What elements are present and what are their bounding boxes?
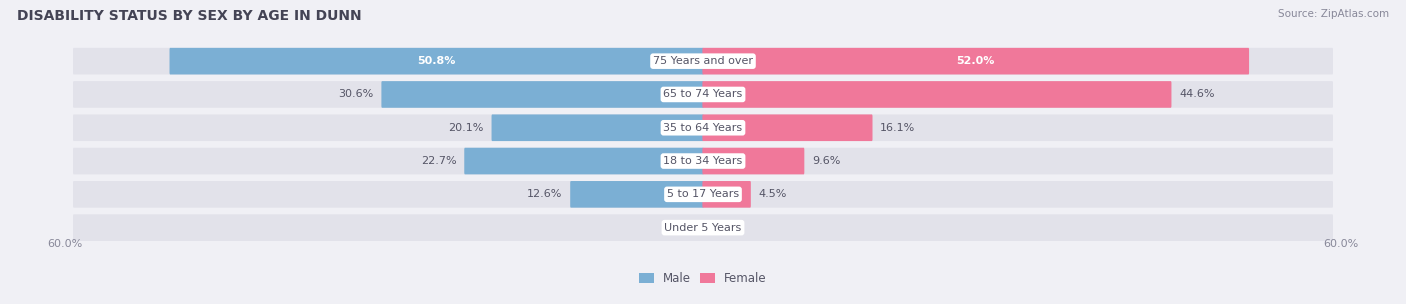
Text: Under 5 Years: Under 5 Years: [665, 223, 741, 233]
Text: 65 to 74 Years: 65 to 74 Years: [664, 89, 742, 99]
FancyBboxPatch shape: [73, 81, 1333, 108]
Text: Source: ZipAtlas.com: Source: ZipAtlas.com: [1278, 9, 1389, 19]
FancyBboxPatch shape: [73, 148, 1333, 174]
Text: 52.0%: 52.0%: [956, 56, 995, 66]
Text: 22.7%: 22.7%: [420, 156, 457, 166]
Text: 12.6%: 12.6%: [527, 189, 562, 199]
FancyBboxPatch shape: [170, 48, 703, 74]
FancyBboxPatch shape: [492, 114, 703, 141]
Text: 30.6%: 30.6%: [339, 89, 374, 99]
FancyBboxPatch shape: [571, 181, 703, 208]
FancyBboxPatch shape: [703, 148, 804, 174]
Text: 4.5%: 4.5%: [759, 189, 787, 199]
FancyBboxPatch shape: [73, 214, 1333, 241]
Text: DISABILITY STATUS BY SEX BY AGE IN DUNN: DISABILITY STATUS BY SEX BY AGE IN DUNN: [17, 9, 361, 23]
Text: 60.0%: 60.0%: [1323, 239, 1358, 249]
Text: 5 to 17 Years: 5 to 17 Years: [666, 189, 740, 199]
Text: 35 to 64 Years: 35 to 64 Years: [664, 123, 742, 133]
Text: 0.0%: 0.0%: [664, 223, 693, 233]
Text: 0.0%: 0.0%: [713, 223, 742, 233]
Text: 75 Years and over: 75 Years and over: [652, 56, 754, 66]
FancyBboxPatch shape: [464, 148, 703, 174]
FancyBboxPatch shape: [73, 181, 1333, 208]
FancyBboxPatch shape: [703, 81, 1171, 108]
Text: 20.1%: 20.1%: [449, 123, 484, 133]
FancyBboxPatch shape: [73, 48, 1333, 74]
Text: 9.6%: 9.6%: [813, 156, 841, 166]
FancyBboxPatch shape: [703, 181, 751, 208]
Text: 18 to 34 Years: 18 to 34 Years: [664, 156, 742, 166]
Text: 60.0%: 60.0%: [48, 239, 83, 249]
FancyBboxPatch shape: [703, 114, 873, 141]
Text: 50.8%: 50.8%: [418, 56, 456, 66]
Text: 44.6%: 44.6%: [1180, 89, 1215, 99]
FancyBboxPatch shape: [73, 114, 1333, 141]
Text: 16.1%: 16.1%: [880, 123, 915, 133]
FancyBboxPatch shape: [703, 48, 1249, 74]
FancyBboxPatch shape: [381, 81, 703, 108]
Legend: Male, Female: Male, Female: [634, 267, 772, 289]
